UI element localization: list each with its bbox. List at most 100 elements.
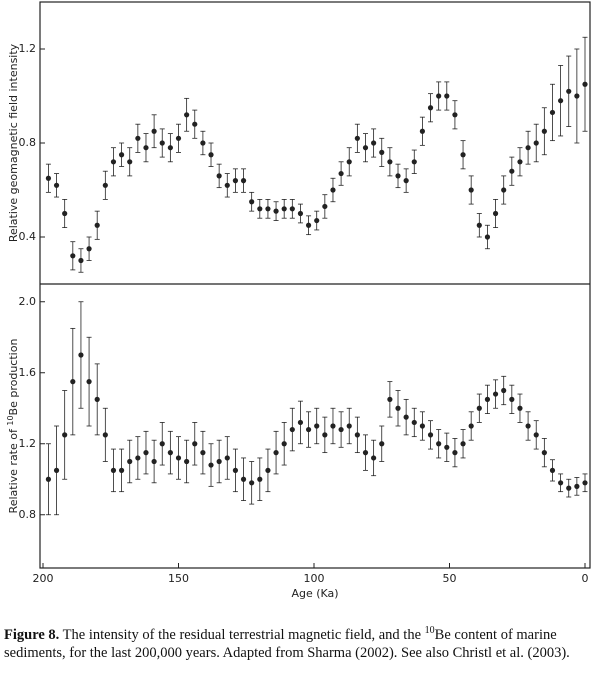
data-point <box>509 396 515 402</box>
data-point <box>444 444 450 450</box>
data-point <box>468 187 474 193</box>
data-point <box>192 441 198 447</box>
data-point <box>240 476 247 482</box>
y-tick-label: 2.0 <box>19 295 37 308</box>
data-point <box>257 206 263 212</box>
data-point <box>216 458 222 465</box>
data-point <box>281 206 287 212</box>
data-point <box>224 455 230 461</box>
x-tick-label: 200 <box>33 572 54 585</box>
data-point <box>549 109 556 116</box>
data-point <box>240 178 247 184</box>
data-point <box>78 352 84 358</box>
data-point <box>127 159 133 165</box>
data-point <box>249 480 255 486</box>
data-point <box>265 206 271 212</box>
data-point <box>484 396 491 402</box>
data-point <box>379 441 385 447</box>
data-point <box>322 432 328 438</box>
data-point <box>297 210 304 217</box>
data-point <box>525 145 531 151</box>
data-point <box>501 387 507 394</box>
data-point <box>484 234 491 240</box>
y-label-sup: 10 <box>6 415 15 425</box>
chart: Relative geomagnetic field intensity Rel… <box>6 1 591 600</box>
y-label-part: Be production <box>7 339 20 416</box>
data-point <box>102 432 108 438</box>
data-point <box>143 145 149 151</box>
data-point <box>232 467 239 473</box>
data-point <box>53 182 60 188</box>
plot-frame <box>39 1 591 569</box>
data-point <box>62 432 68 438</box>
data-point <box>314 423 320 429</box>
data-point <box>62 210 68 217</box>
data-point <box>354 135 360 141</box>
data-point <box>118 467 125 473</box>
data-point <box>330 187 336 193</box>
data-point <box>566 485 572 491</box>
data-point <box>224 182 230 188</box>
data-point <box>387 159 393 165</box>
data-point <box>192 121 198 127</box>
data-point <box>167 450 173 456</box>
data-point <box>371 455 377 461</box>
data-point <box>566 88 572 94</box>
data-point <box>525 423 531 429</box>
data-point <box>322 203 328 210</box>
data-point <box>143 450 149 456</box>
data-point <box>419 423 425 429</box>
data-point <box>419 128 425 134</box>
caption-label: Figure 8. <box>4 626 60 643</box>
data-point <box>175 135 182 141</box>
x-tick-label: 150 <box>168 572 189 585</box>
data-point <box>338 170 344 177</box>
data-point <box>135 455 141 461</box>
data-point <box>208 462 214 468</box>
data-point <box>509 168 515 174</box>
data-point <box>476 405 482 411</box>
data-point <box>541 450 547 456</box>
data-point <box>460 441 466 447</box>
data-point <box>135 135 141 141</box>
y-label-part: Relative rate of <box>7 426 20 514</box>
data-point <box>436 93 442 99</box>
data-point <box>232 178 239 184</box>
data-point <box>582 480 588 486</box>
data-point <box>208 152 214 158</box>
y-tick-label: 1.2 <box>19 42 37 55</box>
data-point <box>265 467 271 473</box>
data-point <box>175 455 182 461</box>
y-axis-label: Relative rate of 10Be production <box>6 339 21 514</box>
data-point <box>558 98 564 104</box>
data-point <box>330 423 336 429</box>
x-tick-label: 0 <box>582 572 589 585</box>
data-point <box>427 105 434 111</box>
data-point <box>200 140 206 146</box>
data-point <box>102 182 108 188</box>
data-point <box>411 419 417 426</box>
data-point <box>427 432 434 438</box>
data-point <box>379 149 385 155</box>
data-point <box>78 257 84 264</box>
data-point <box>289 426 295 433</box>
y-tick-label: 0.8 <box>19 508 37 521</box>
data-point <box>501 187 507 193</box>
data-point <box>517 159 523 165</box>
data-point <box>574 93 580 99</box>
data-point <box>460 152 466 158</box>
data-point <box>127 458 133 465</box>
data-point <box>371 140 377 146</box>
data-point <box>200 450 206 456</box>
data-point <box>86 246 92 252</box>
data-point <box>45 175 52 181</box>
data-point <box>492 210 499 217</box>
y-tick-label: 1.6 <box>19 366 37 379</box>
data-point <box>289 206 295 212</box>
data-point <box>574 483 580 489</box>
data-point <box>354 432 360 438</box>
y-tick-label: 0.8 <box>19 136 37 149</box>
y-tick-label: 1.2 <box>19 437 37 450</box>
data-point <box>533 140 539 146</box>
caption: Figure 8. The intensity of the residual … <box>4 622 588 662</box>
